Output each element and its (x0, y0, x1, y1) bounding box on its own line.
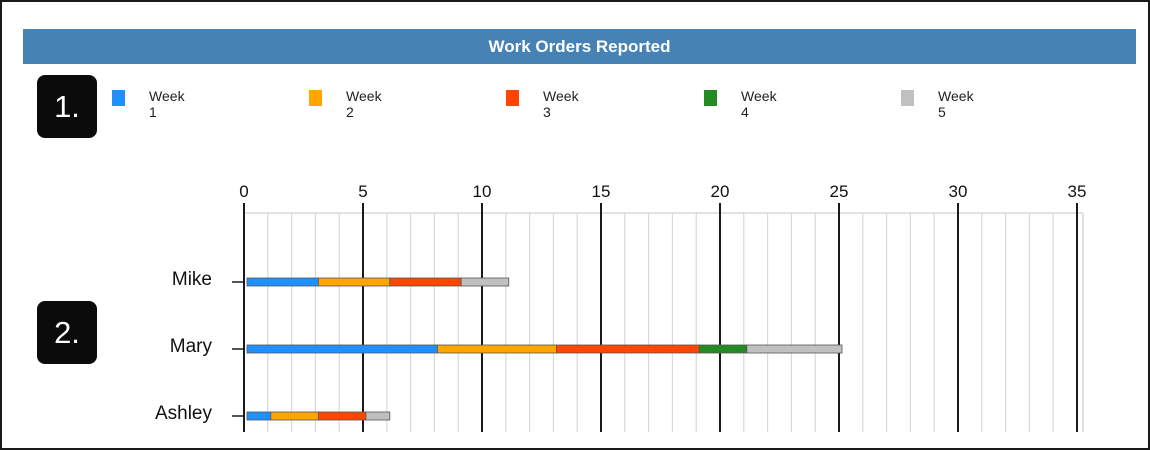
x-tick-label: 20 (711, 182, 730, 201)
x-tick-label: 35 (1068, 182, 1087, 201)
bar-mary-week-3 (556, 344, 700, 354)
x-tick-label: 15 (592, 182, 611, 201)
bar-ashley-week-5 (365, 411, 391, 421)
legend-label: Week 3 (543, 88, 579, 120)
x-tick-label: 30 (949, 182, 968, 201)
x-tick-label: 10 (473, 182, 492, 201)
x-tick-label: 5 (358, 182, 367, 201)
legend-item-1: Week 1 (112, 82, 188, 120)
legend-item-3: Week 3 (506, 82, 582, 120)
legend-swatch (901, 90, 915, 106)
category-label-mike: Mike (172, 269, 212, 290)
category-label-mary: Mary (170, 336, 213, 357)
legend-swatch (704, 90, 718, 106)
step-badge-2: 2. (37, 301, 97, 364)
legend-swatch (112, 90, 126, 106)
legend-label: Week 2 (346, 88, 382, 120)
legend-item-5: Week 5 (901, 82, 977, 120)
bar-mike-week-5 (460, 277, 510, 287)
bar-mary-week-5 (746, 344, 843, 354)
legend-label: Week 1 (149, 88, 185, 120)
legend-swatch (309, 90, 323, 106)
bar-ashley-week-3 (317, 411, 367, 421)
bar-mary-week-1 (246, 344, 438, 354)
legend-label: Week 4 (741, 88, 777, 120)
bar-mary-week-2 (436, 344, 557, 354)
x-tick-label: 0 (239, 182, 248, 201)
bar-ashley-week-1 (246, 411, 272, 421)
legend-swatch (506, 90, 520, 106)
bar-ashley-week-2 (270, 411, 319, 421)
x-tick-label: 25 (830, 182, 849, 201)
bar-mary-week-4 (698, 344, 748, 354)
bar-mike-week-1 (246, 277, 319, 287)
legend-item-4: Week 4 (704, 82, 780, 120)
bar-mike-week-2 (317, 277, 391, 287)
legend-item-2: Week 2 (309, 82, 385, 120)
chart-title: Work Orders Reported (23, 29, 1136, 64)
step-badge-1: 1. (37, 75, 97, 138)
category-label-ashley: Ashley (155, 403, 213, 424)
bar-mike-week-3 (389, 277, 462, 287)
legend-label: Week 5 (938, 88, 974, 120)
